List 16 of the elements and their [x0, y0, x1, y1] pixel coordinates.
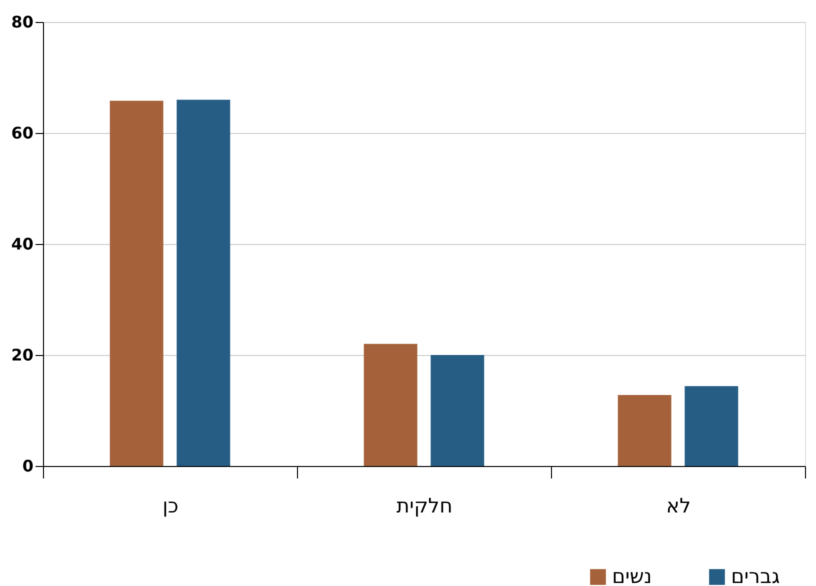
bar	[684, 386, 738, 466]
x-tick-label: לא	[666, 494, 691, 518]
bar	[176, 100, 230, 466]
legend-label: גברים	[731, 564, 780, 586]
y-tick-label: 0	[22, 456, 34, 476]
y-tick-label: 20	[11, 346, 34, 364]
y-tick-label: 60	[11, 124, 34, 142]
bar	[618, 394, 672, 466]
y-tick-label: 40	[11, 234, 34, 254]
bar	[110, 100, 164, 466]
x-tick-label: כן	[162, 494, 179, 518]
x-tick-label: חלקית	[396, 494, 453, 518]
y-tick-label: 80	[11, 12, 34, 32]
bar	[364, 344, 418, 466]
bar	[430, 355, 484, 466]
legend-label: נשים	[612, 564, 652, 586]
